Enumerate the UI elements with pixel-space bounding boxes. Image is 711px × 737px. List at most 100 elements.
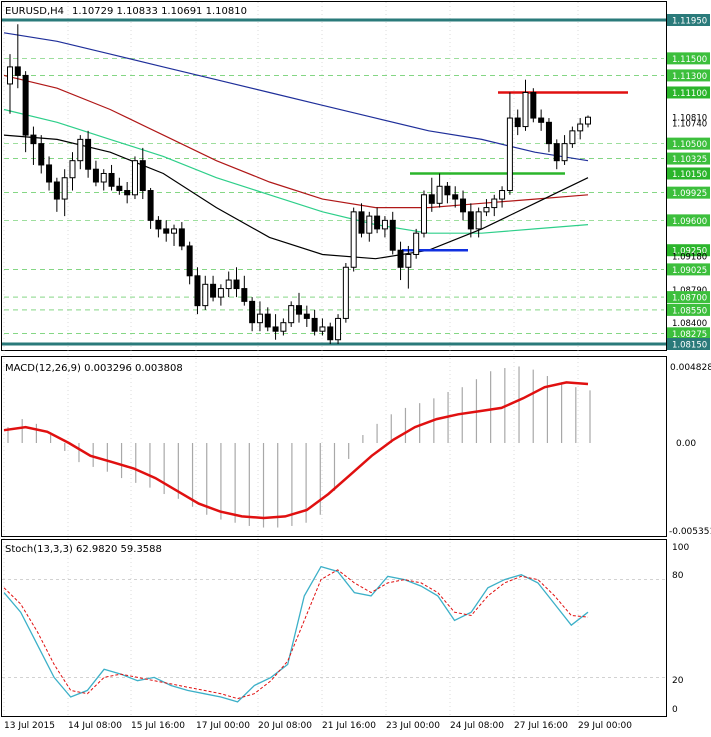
- price-axis-label: 1.08150: [672, 341, 707, 351]
- candle-body: [217, 288, 224, 298]
- candle-body: [194, 275, 201, 307]
- candle-body: [483, 207, 490, 213]
- candle-body: [131, 160, 138, 196]
- time-axis-label: 20 Jul 08:00: [258, 721, 312, 731]
- candle-body: [171, 228, 178, 234]
- candle-body: [233, 279, 240, 290]
- candle-body: [420, 194, 427, 234]
- candle-body: [202, 283, 209, 307]
- candle-body: [342, 266, 349, 319]
- candle-body: [30, 134, 37, 145]
- candle-body: [530, 91, 537, 119]
- candle-body: [561, 143, 568, 162]
- candle-body: [444, 185, 451, 196]
- candle-body: [14, 66, 21, 76]
- price-tag-bg: [667, 327, 710, 340]
- price-tag-bg: [667, 338, 710, 350]
- macd-label: MACD(12,26,9) 0.003296 0.003808: [5, 363, 183, 374]
- moving-average-red: [3, 74, 589, 209]
- price-tag-bg: [667, 111, 710, 124]
- price-axis-label: 1.11500: [672, 55, 707, 65]
- candle-body: [288, 305, 295, 324]
- horizontal-levels: [2, 18, 666, 346]
- candle-body: [69, 160, 76, 179]
- price-tag-bg: [667, 303, 710, 316]
- candle-body: [61, 177, 68, 200]
- price-axis-label: 1.10810: [672, 114, 707, 124]
- candle-body: [53, 181, 60, 200]
- candle-body: [249, 300, 256, 324]
- time-axis-label: 21 Jul 16:00: [322, 721, 376, 731]
- candle-body: [319, 326, 326, 332]
- candle-body: [467, 211, 474, 230]
- candle-body: [545, 121, 552, 145]
- price-axis-label: 1.08550: [672, 306, 707, 316]
- candle-body: [538, 117, 545, 123]
- stoch-panel: [1, 539, 667, 717]
- moving-average-blue: [3, 32, 589, 162]
- price-axis-label: 1.08275: [672, 330, 707, 340]
- macd-signal-line: [3, 381, 589, 520]
- candle-body: [405, 253, 412, 268]
- candle-body: [280, 322, 287, 332]
- candle-body: [460, 198, 467, 213]
- candle-body: [514, 117, 521, 128]
- stoch-axis-80: 80: [672, 571, 684, 581]
- price-tag-bg: [667, 52, 710, 65]
- candle-body: [428, 194, 435, 204]
- price-tag-bg: [667, 152, 710, 165]
- candle-body: [178, 228, 185, 247]
- price-tag-bg: [667, 244, 710, 257]
- time-axis-label: 14 Jul 08:00: [68, 721, 122, 731]
- price-axis-label: 1.09925: [672, 189, 707, 199]
- macd-axis-bottom: -0.005351: [669, 527, 711, 537]
- candles: [7, 24, 591, 344]
- price-axis-label: 1.08790: [672, 286, 707, 296]
- moving-average-black: [3, 134, 589, 260]
- macd-axis-zero: 0.00: [676, 439, 696, 449]
- price-axis-label: 1.11100: [672, 89, 707, 99]
- price-tag-bg: [667, 86, 710, 99]
- macd-axis-top: 0.004828: [670, 363, 711, 373]
- price-tag-bg: [667, 263, 710, 276]
- candle-body: [303, 313, 310, 319]
- candle-body: [397, 249, 404, 268]
- candle-body: [499, 190, 506, 200]
- stoch-axis-20: 20: [672, 676, 684, 686]
- candle-body: [374, 215, 381, 230]
- time-axis-label: 17 Jul 00:00: [196, 721, 250, 731]
- candle-body: [577, 123, 584, 132]
- candle-body: [225, 279, 232, 290]
- price-axis-label: 1.10150: [672, 170, 707, 180]
- time-axis-label: 24 Jul 08:00: [450, 721, 504, 731]
- candle-body: [506, 117, 513, 192]
- stoch-main-line: [3, 565, 589, 703]
- candle-body: [381, 219, 388, 230]
- price-axis-label: 1.09025: [672, 266, 707, 276]
- candle-body: [210, 283, 217, 298]
- candle-body: [139, 160, 146, 192]
- price-axis-label: 1.11300: [672, 72, 707, 82]
- candle-body: [264, 313, 271, 328]
- price-tag-bg: [667, 186, 710, 199]
- candle-body: [85, 138, 92, 170]
- time-axis-label: 15 Jul 16:00: [131, 721, 185, 731]
- chart-title-symbol: EURUSD,H4: [5, 6, 64, 17]
- price-tag-bg: [667, 167, 710, 180]
- price-axis-label: 1.08400: [672, 319, 707, 329]
- candle-body: [358, 211, 365, 234]
- candle-body: [296, 305, 302, 315]
- price-tag-bg: [667, 291, 710, 304]
- stoch-axis-100: 100: [672, 543, 689, 553]
- candle-body: [366, 215, 373, 234]
- candle-body: [7, 66, 13, 85]
- price-tag-bg: [667, 214, 710, 227]
- candle-body: [92, 168, 99, 183]
- price-axis-label: 1.10740: [672, 120, 707, 130]
- candle-body: [335, 317, 342, 341]
- chart-title-ohlc: 1.10729 1.10833 1.10691 1.10810: [72, 6, 247, 17]
- time-axis-label: 23 Jul 00:00: [386, 721, 440, 731]
- candle-body: [155, 219, 162, 230]
- candle-body: [38, 143, 45, 166]
